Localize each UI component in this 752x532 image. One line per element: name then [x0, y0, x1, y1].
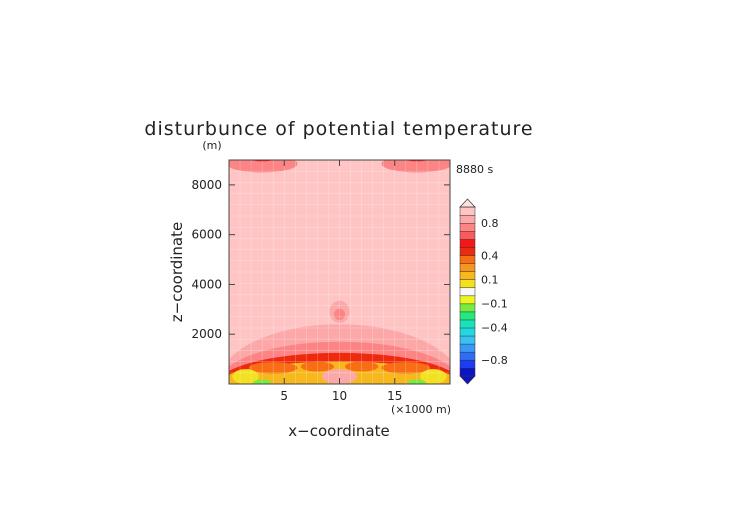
colorbar-over-triangle: [459, 198, 476, 208]
contour-region-5: [333, 308, 346, 321]
contour-region-12: [300, 361, 334, 372]
colorbar-swatch: [459, 319, 476, 329]
y-tick-label: 8000: [191, 178, 222, 192]
contour-region-17: [253, 379, 271, 384]
x-axis-label: x−coordinate: [288, 422, 389, 440]
colorbar-tick-label: 0.1: [481, 273, 499, 286]
colorbar-swatch: [459, 271, 476, 280]
colorbar-under-triangle: [459, 375, 476, 385]
contour-region-13: [345, 361, 379, 372]
colorbar-swatch: [459, 287, 476, 297]
contour-field: [229, 160, 450, 384]
contour-region-18: [408, 379, 426, 384]
y-tick-label: 2000: [191, 327, 222, 341]
colorbar-swatch: [459, 214, 476, 224]
x-tick-label: 5: [280, 389, 288, 403]
contour-region-15: [420, 369, 447, 384]
x-axis: 5 10 15: [280, 160, 402, 403]
colorbar-swatch: [459, 359, 476, 369]
colorbar-swatch: [459, 335, 476, 345]
colorbar-swatch: [459, 222, 476, 232]
colorbar-swatch: [459, 327, 476, 337]
colorbar-swatch: [459, 279, 476, 289]
time-label: 8880 s: [456, 163, 493, 176]
colorbar-swatch: [459, 230, 476, 240]
colorbar-swatch: [459, 255, 476, 264]
colorbar-swatch: [459, 206, 476, 216]
colorbar-swatch: [459, 367, 476, 377]
colorbar-swatch: [459, 238, 476, 248]
colorbar: 0.8 0.4 0.1 −0.1 −0.4 −0.8: [459, 198, 508, 385]
colorbar-tick-label: −0.4: [481, 322, 508, 335]
contour-region-14: [232, 369, 259, 384]
colorbar-swatch: [459, 295, 476, 305]
colorbar-swatch: [459, 311, 476, 321]
colorbar-tick-label: 0.8: [481, 217, 499, 230]
colorbar-tick-label: −0.1: [481, 298, 508, 311]
chart-title: disturbunce of potential temperature: [144, 118, 533, 140]
y-axis-label: z−coordinate: [168, 222, 186, 322]
colorbar-swatch: [459, 246, 476, 256]
y-tick-label: 6000: [191, 228, 222, 242]
x-tick-label: 15: [387, 389, 402, 403]
y-axis: 2000 4000 6000 8000: [191, 178, 450, 341]
colorbar-swatch: [459, 303, 476, 313]
colorbar-swatch: [459, 263, 476, 272]
colorbar-swatch: [459, 351, 476, 361]
colorbar-tick-label: −0.8: [481, 354, 508, 367]
y-tick-label: 4000: [191, 277, 222, 291]
y-unit-label: (m): [202, 139, 221, 152]
colorbar-swatch: [459, 343, 476, 353]
contour-region-0: [229, 160, 298, 173]
contour-region-2: [381, 160, 450, 173]
colorbar-tick-label: 0.4: [481, 249, 499, 262]
contour-region-16: [321, 369, 358, 384]
x-tick-label: 10: [332, 389, 347, 403]
contour-region-11: [381, 362, 431, 374]
x-unit-label: (×1000 m): [391, 403, 451, 416]
contour-region-10: [248, 362, 298, 374]
grid-lines: [229, 160, 450, 384]
